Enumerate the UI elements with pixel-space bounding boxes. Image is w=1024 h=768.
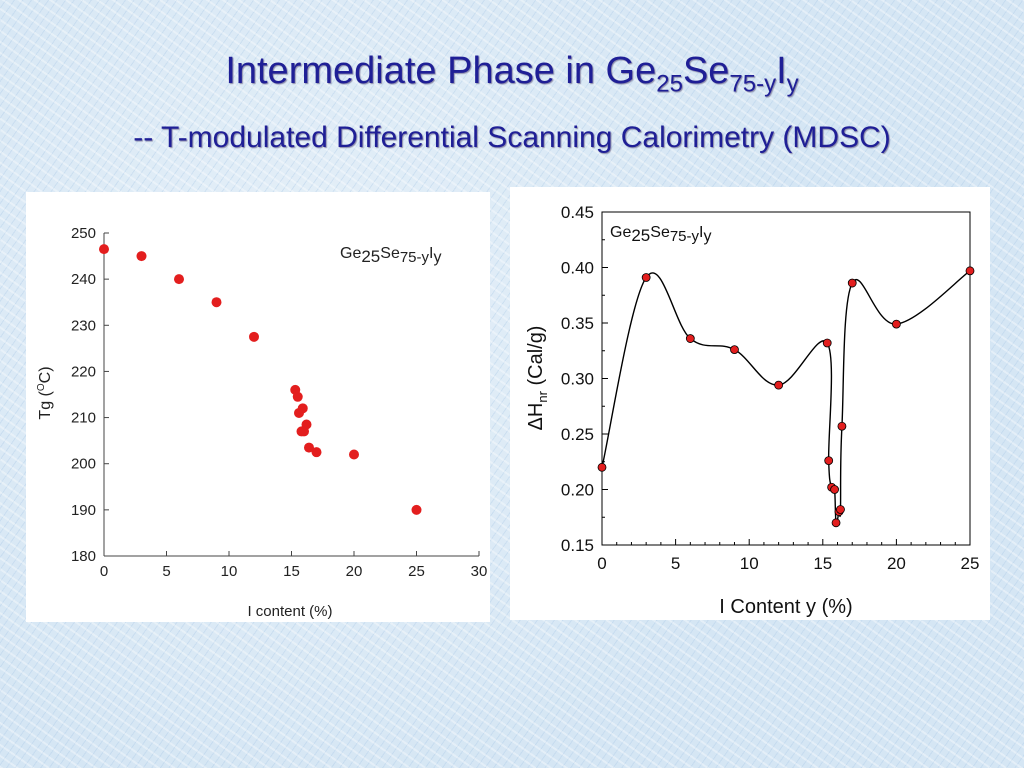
tg-y-tick-label: 190 [71, 502, 96, 519]
tg-y-tick-label: 240 [71, 271, 96, 288]
dhnr-data-point [891, 319, 901, 329]
dhnr-x-tick-label: 15 [813, 554, 832, 573]
tg-axes [103, 232, 480, 557]
slide-title: Intermediate Phase in Ge25Se75-yIy [0, 50, 1024, 99]
dhnr-data-point [831, 518, 841, 528]
tg-x-tick-label: 15 [283, 563, 300, 580]
tg-y-tick-label: 230 [71, 317, 96, 334]
title-sub-3: y [786, 70, 799, 98]
tg-y-tick-label: 220 [71, 363, 96, 380]
tg-data-point [411, 504, 422, 515]
dhnr-data-point [822, 338, 832, 348]
dhnr-data-point [836, 505, 845, 514]
tg-data-point [174, 274, 184, 285]
dhnr-x-axis-label: I Content y (%) [719, 596, 852, 618]
dhnr-x-tick-label: 25 [961, 554, 980, 573]
dhnr-axes [601, 211, 971, 546]
dhnr-y-tick-label: 0.15 [561, 536, 594, 555]
tg-x-tick-label: 10 [221, 563, 238, 580]
tg-tick-labels: 0 5 10 15 20 25 30 180 190 200 210 220 230 240 250 [71, 225, 487, 580]
slide-subtitle: -- T-modulated Differential Scanning Cal… [133, 121, 891, 154]
dhnr-y-tick-label: 0.35 [561, 314, 594, 333]
tg-x-tick-label: 0 [100, 563, 108, 580]
dhnr-data-point [824, 456, 834, 466]
dhnr-x-tick-label: 0 [597, 554, 606, 573]
tg-data-point [296, 426, 307, 437]
dhnr-data-point [774, 380, 784, 390]
tg-series [99, 244, 422, 515]
dhnr-data-point [730, 345, 739, 355]
dhnr-data-point [597, 462, 607, 472]
dhnr-x-tick-label: 10 [740, 554, 759, 573]
dhnr-chart-panel: 0 5 10 15 20 25 0.15 0.20 0.25 0.30 0.35 0.40 0.45 I… [510, 187, 990, 620]
dhnr-x-tick-label: 5 [671, 554, 680, 573]
tg-y-axis-label: Tg (OC) [36, 366, 54, 419]
dhnr-data-point [830, 485, 839, 494]
tg-x-tick-label: 5 [162, 563, 170, 580]
title-text-i: I [776, 50, 787, 92]
tg-legend: Ge25Se75-yIy [340, 245, 441, 266]
tg-data-point [349, 449, 359, 460]
tg-x-tick-label: 20 [346, 563, 363, 580]
tg-data-point [211, 297, 222, 308]
dhnr-legend: Ge25Se75-yIy [610, 224, 711, 245]
tg-data-point [249, 331, 259, 342]
tg-y-tick-label: 180 [71, 548, 96, 565]
tg-data-point [304, 442, 314, 453]
tg-y-tick-label: 210 [71, 410, 96, 427]
dhnr-y-tick-label: 0.25 [561, 425, 594, 444]
tg-data-point [311, 447, 322, 458]
dhnr-chart: 0 5 10 15 20 25 0.15 0.20 0.25 0.30 0.35 0.40 0.45 I… [525, 203, 980, 618]
tg-x-tick-label: 30 [471, 563, 488, 580]
tg-y-tick-label: 200 [71, 456, 96, 473]
tg-y-tick-label: 250 [71, 225, 96, 242]
dhnr-x-tick-label: 20 [887, 554, 906, 573]
title-sub-1: 25 [656, 70, 683, 98]
dhnr-series-line [601, 270, 971, 525]
title-text: Intermediate Phase in Ge [225, 50, 657, 92]
dhnr-tick-labels: 0 5 10 15 20 25 0.15 0.20 0.25 0.30 0.35 0.40 0.45 [561, 203, 980, 573]
dhnr-plot-frame [601, 211, 971, 546]
tg-chart: 0 5 10 15 20 25 30 180 190 200 210 220 230 240 250 I c… [36, 225, 487, 620]
tg-data-point [292, 391, 303, 402]
tg-data-point [294, 407, 304, 418]
dhnr-y-axis-label: ΔHnr (Cal/g) [525, 326, 550, 431]
title-sub-2: 75-y [729, 70, 777, 98]
dhnr-data-point [837, 421, 847, 431]
dhnr-data-point [847, 278, 857, 288]
tg-x-axis-label: I content (%) [247, 603, 332, 620]
tg-chart-panel: 0 5 10 15 20 25 30 180 190 200 210 220 230 240 250 I c… [26, 192, 490, 622]
dhnr-data-point [965, 266, 975, 276]
title-text-se: Se [682, 50, 730, 92]
dhnr-y-tick-label: 0.45 [561, 203, 594, 222]
tg-data-point [99, 244, 109, 255]
dhnr-data-point [685, 334, 695, 343]
tg-data-point [136, 251, 147, 262]
dhnr-y-tick-label: 0.30 [561, 370, 594, 389]
dhnr-data-point [641, 273, 651, 282]
dhnr-series [597, 266, 975, 528]
tg-x-tick-label: 25 [408, 563, 425, 580]
dhnr-y-tick-label: 0.40 [561, 259, 594, 278]
dhnr-y-tick-label: 0.20 [561, 481, 594, 500]
